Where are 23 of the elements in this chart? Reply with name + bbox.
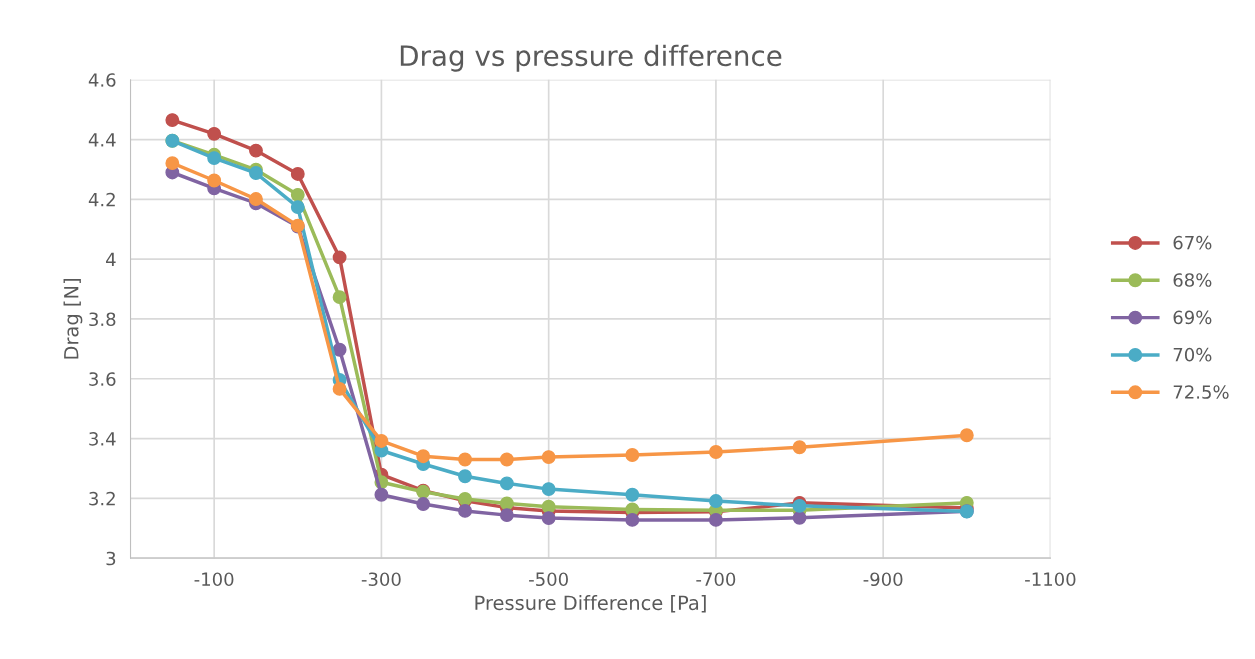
y-tick-label: 4 bbox=[106, 252, 116, 267]
x-tick-label: -100 bbox=[194, 572, 234, 587]
y-axis-title: Drag [N] bbox=[63, 279, 83, 359]
y-tick-label: 4.4 bbox=[88, 133, 116, 147]
x-tick-label: -500 bbox=[529, 572, 568, 587]
x-axis-title: Pressure Difference [Pa] bbox=[475, 595, 706, 613]
y-tick-label: 3.8 bbox=[89, 312, 116, 327]
x-tick-label: -900 bbox=[863, 572, 903, 587]
y-tick-label: 3 bbox=[106, 551, 116, 566]
y-tick-label: 4.6 bbox=[88, 73, 116, 87]
x-tick-label: -700 bbox=[696, 572, 736, 587]
legend-label: 67% bbox=[1173, 235, 1212, 250]
legend-label: 70% bbox=[1173, 347, 1212, 362]
x-tick-label: -300 bbox=[361, 572, 401, 587]
legend-label: 68% bbox=[1173, 273, 1212, 287]
y-tick-label: 3.4 bbox=[89, 432, 116, 446]
y-tick-label: 3.6 bbox=[89, 372, 116, 386]
y-tick-label: 3.2 bbox=[89, 491, 115, 506]
legend-label: 72.5% bbox=[1173, 385, 1229, 399]
x-tick-label: -1100 bbox=[1025, 572, 1076, 587]
chart-title: Drag vs pressure difference bbox=[400, 44, 782, 72]
y-tick-label: 4.2 bbox=[88, 192, 115, 207]
legend-label: 69% bbox=[1173, 310, 1212, 325]
